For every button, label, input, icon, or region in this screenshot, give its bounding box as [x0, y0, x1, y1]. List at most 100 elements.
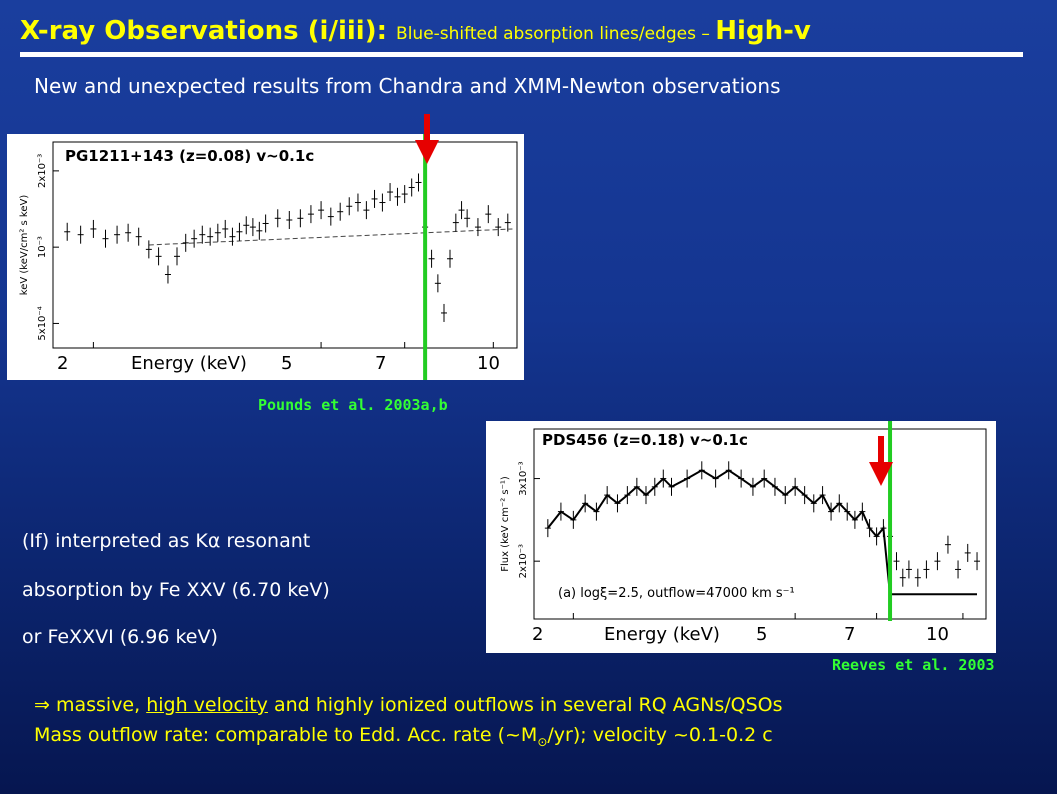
data-point — [441, 303, 448, 322]
data-point — [207, 227, 214, 246]
y-axis-label: keV (keV/cm² s keV) — [19, 195, 30, 296]
conclusion-line-2: Mass outflow rate: comparable to Edd. Ac… — [34, 724, 773, 749]
x-tick-2: 2 — [57, 353, 69, 374]
chart-pg1211: keV (keV/cm² s keV) 5x10⁻⁴ 10⁻³ 2x10⁻³ — [19, 134, 518, 380]
data-point — [660, 469, 667, 488]
data-point — [712, 469, 719, 488]
spectrum-panel-pds456: Flux (keV cm⁻² s⁻¹) 2x10⁻³ 3x10⁻³ (a) logξ=… — [486, 421, 996, 653]
data-point — [452, 213, 459, 232]
data-point — [570, 510, 577, 529]
data-point — [604, 486, 611, 505]
data-point — [114, 225, 121, 244]
y-tick-label: 2x10⁻³ — [518, 544, 529, 578]
data-point — [401, 185, 408, 204]
x-axis-strip-pds456: 2 Energy (keV) 5 7 10 — [486, 621, 996, 653]
conclusion-highlight: high velocity — [146, 694, 268, 716]
data-point — [394, 187, 401, 206]
data-point — [593, 502, 600, 521]
data-point — [464, 209, 471, 228]
data-point — [955, 560, 962, 579]
data-point — [408, 178, 415, 197]
x-tick-7: 7 — [375, 353, 387, 374]
data-point — [801, 486, 808, 505]
data-point — [914, 568, 921, 587]
data-point — [651, 477, 658, 496]
data-point — [307, 205, 314, 224]
data-point — [145, 240, 152, 259]
x-tick-7: 7 — [844, 624, 856, 645]
title-main-text: X-ray Observations (i/iii): — [20, 16, 397, 46]
data-point — [262, 214, 269, 233]
data-point — [318, 201, 325, 220]
data-point — [866, 519, 873, 538]
data-point — [851, 510, 858, 529]
data-point — [173, 247, 180, 266]
data-point — [684, 469, 691, 488]
data-point — [771, 477, 778, 496]
y-tick-label: 5x10⁻⁴ — [37, 306, 48, 340]
data-point — [327, 207, 334, 226]
interpretation-line-2: absorption by Fe XXV (6.70 keV) — [22, 579, 330, 601]
data-point — [893, 552, 900, 571]
continuum-model-line — [148, 228, 513, 246]
data-point — [836, 494, 843, 513]
conclusion-line2-text: Mass outflow rate: comparable to Edd. Ac… — [34, 724, 538, 746]
data-point — [810, 494, 817, 513]
title-underline — [20, 52, 1023, 57]
data-point — [633, 477, 640, 496]
data-point — [859, 502, 866, 521]
data-point — [256, 221, 263, 240]
data-point — [642, 486, 649, 505]
x-tick-5: 5 — [281, 353, 293, 374]
sun-symbol: ⊙ — [537, 734, 548, 749]
y-tick-label: 10⁻³ — [37, 236, 48, 258]
data-point — [873, 527, 880, 546]
data-point — [485, 205, 492, 224]
data-point — [243, 216, 250, 235]
arrow-down-icon — [869, 436, 893, 486]
x-tick-10: 10 — [477, 353, 500, 374]
arrow-down-icon — [415, 114, 439, 164]
data-point — [495, 218, 502, 237]
plot-frame — [52, 141, 518, 349]
slide-title: X-ray Observations (i/iii): Blue-shifted… — [20, 16, 811, 46]
data-point — [286, 210, 293, 229]
data-point — [346, 197, 353, 216]
plot-frame — [533, 428, 987, 620]
data-point — [363, 201, 370, 220]
data-point — [974, 552, 981, 571]
x-axis-label: Energy (keV) — [131, 353, 247, 374]
spectrum-panel-pg1211: keV (keV/cm² s keV) 5x10⁻⁴ 10⁻³ 2x10⁻³ PG12… — [7, 134, 524, 380]
data-point — [614, 494, 621, 513]
chart-pds456: Flux (keV cm⁻² s⁻¹) 2x10⁻³ 3x10⁻³ (a) logξ=… — [500, 421, 987, 621]
data-point — [371, 189, 378, 208]
y-axis-label: Flux (keV cm⁻² s⁻¹) — [500, 476, 511, 572]
data-point — [354, 193, 361, 212]
data-point — [749, 477, 756, 496]
title-bar: X-ray Observations (i/iii): Blue-shifted… — [20, 12, 1023, 62]
subtitle: New and unexpected results from Chandra … — [34, 74, 781, 98]
data-point — [905, 560, 912, 579]
data-point — [624, 486, 631, 505]
data-point — [923, 560, 930, 579]
data-point — [249, 218, 256, 237]
data-point — [434, 274, 441, 293]
data-point — [415, 173, 422, 192]
data-point — [844, 502, 851, 521]
chart-label-pds456: PDS456 (z=0.18) v~0.1c — [542, 431, 748, 449]
data-point — [725, 461, 732, 480]
data-point — [222, 219, 229, 238]
data-point — [899, 568, 906, 587]
data-point — [504, 213, 511, 232]
data-point — [155, 247, 162, 266]
x-axis-label: Energy (keV) — [604, 624, 720, 645]
data-point — [698, 461, 705, 480]
data-point — [125, 223, 132, 242]
x-axis-strip-pg1211: 2 Energy (keV) 5 7 10 — [7, 350, 524, 380]
data-point — [199, 225, 206, 244]
data-point — [337, 202, 344, 221]
model-curve — [547, 469, 977, 596]
data-point — [792, 477, 799, 496]
data-point — [474, 218, 481, 237]
model-annotation: (a) logξ=2.5, outflow=47000 km s⁻¹ — [558, 586, 795, 601]
